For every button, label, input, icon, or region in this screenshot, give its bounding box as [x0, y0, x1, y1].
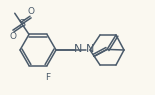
Text: N: N: [74, 44, 82, 54]
Text: F: F: [45, 73, 51, 82]
Text: O: O: [9, 32, 16, 41]
Text: N: N: [86, 44, 94, 55]
Text: O: O: [28, 7, 35, 16]
Text: S: S: [18, 19, 26, 29]
